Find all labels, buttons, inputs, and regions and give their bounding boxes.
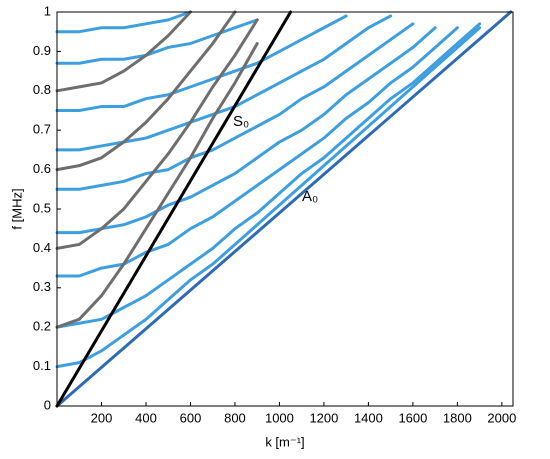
y-tick-label: 0.2 — [33, 319, 51, 334]
mode-curve — [55, 10, 192, 34]
x-tick-label: 1400 — [354, 410, 383, 425]
mode-curve — [55, 10, 192, 93]
y-tick-label: 0.9 — [33, 43, 51, 58]
x-tick-label: 600 — [180, 410, 202, 425]
y-axis-label: f [MHz] — [9, 188, 24, 229]
mode-curve — [55, 14, 348, 112]
mode-curve — [55, 10, 293, 408]
x-tick-label: 2000 — [487, 410, 516, 425]
y-tick-label: 0.6 — [33, 161, 51, 176]
mode-curve — [55, 10, 513, 408]
x-tick-label: 400 — [135, 410, 157, 425]
mode-curve — [55, 22, 482, 329]
y-tick-label: 0.5 — [33, 200, 51, 215]
y-tick-label: 0.4 — [33, 240, 51, 255]
mode-curve — [55, 22, 415, 191]
mode-curve — [55, 42, 259, 329]
mode-curve — [55, 18, 259, 250]
y-tick-label: 1 — [44, 3, 51, 18]
x-tick-label: 200 — [91, 410, 113, 425]
y-tick-label: 0.7 — [33, 122, 51, 137]
x-tick-label: 1200 — [309, 410, 338, 425]
x-tick-label: 1000 — [265, 410, 294, 425]
plot-frame — [56, 11, 514, 407]
annotation: A₀ — [302, 188, 318, 205]
mode-curve — [55, 26, 459, 278]
y-tick-label: 0.8 — [33, 82, 51, 97]
x-tick-label: 800 — [224, 410, 246, 425]
y-tick-label: 0 — [44, 397, 51, 412]
x-tick-label: 1800 — [443, 410, 472, 425]
mode-curve — [55, 26, 482, 369]
x-tick-label: 1600 — [398, 410, 427, 425]
annotation: S₀ — [233, 113, 249, 130]
x-axis-label: k [m⁻¹] — [265, 434, 304, 449]
mode-curve — [55, 14, 393, 152]
mode-curve — [55, 18, 259, 65]
mode-curve — [55, 26, 437, 235]
y-tick-label: 0.1 — [33, 358, 51, 373]
y-tick-label: 0.3 — [33, 279, 51, 294]
mode-curve — [55, 10, 237, 172]
